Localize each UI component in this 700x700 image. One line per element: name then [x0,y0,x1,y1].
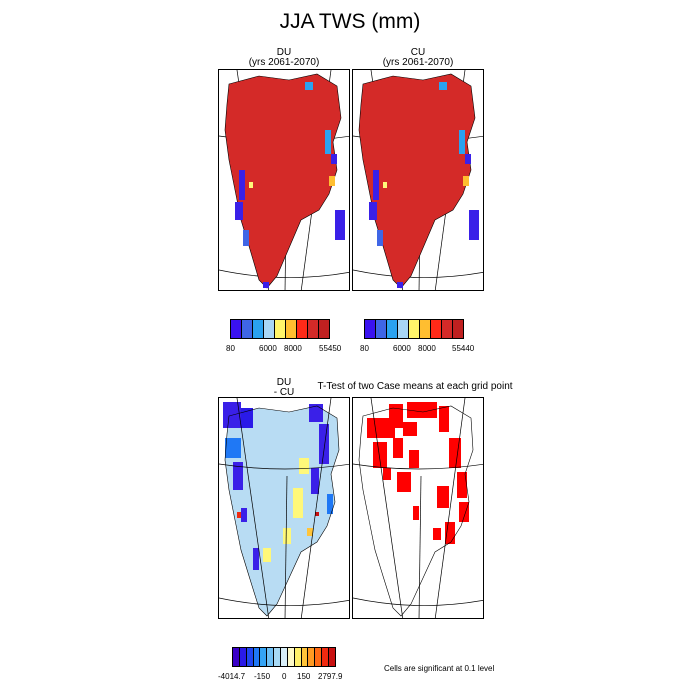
du-colorbar-swatch-7 [308,320,319,338]
du-colorbar [230,319,330,339]
diff-colorbar-swatch-4 [260,648,268,666]
cu-map-panel [352,69,484,291]
ttest-map [353,398,483,618]
cu-colorbar-swatch-6 [431,320,442,338]
cu-label-1: 6000 [393,344,411,353]
cu-colorbar-swatch-7 [442,320,453,338]
ttest-map-panel [352,397,484,619]
diff-label-4: 2797.9 [318,672,343,681]
cu-colorbar-swatch-5 [420,320,431,338]
diff-colorbar-swatch-9 [294,648,302,666]
cu-colorbar-swatch-1 [376,320,387,338]
diff-colorbar [232,647,336,667]
du-colorbar-swatch-8 [319,320,329,338]
diff-colorbar-swatch-7 [281,648,288,666]
significance-note: Cells are significant at 0.1 level [384,664,495,673]
diff-colorbar-swatch-8 [287,648,295,666]
du-colorbar-swatch-0 [231,320,242,338]
cu-colorbar-swatch-2 [387,320,398,338]
diff-colorbar-swatch-6 [274,648,282,666]
diff-label-0: -4014.7 [218,672,246,681]
du-colorbar-swatch-4 [275,320,286,338]
cu-colorbar-swatch-0 [365,320,376,338]
cu-label-2: 8000 [418,344,436,353]
diff-title-line2: - CU [273,387,295,398]
figure-title: JJA TWS (mm) [279,10,421,33]
du-label-3: 55450 [319,344,342,353]
diff-cells [223,402,333,570]
du-colorbar-swatch-6 [297,320,308,338]
cu-title-line1: CU [410,47,426,58]
cu-panel-title: CU (yrs 2061-2070) [352,48,484,68]
cu-colorbar-swatch-4 [409,320,420,338]
du-colorbar-swatch-5 [286,320,297,338]
diff-colorbar-swatch-10 [301,648,309,666]
du-label-1: 6000 [259,344,277,353]
du-title-line2: (yrs 2061-2070) [248,57,320,68]
cu-colorbar-swatch-3 [398,320,409,338]
diff-map-panel [218,397,350,619]
du-panel-title: DU (yrs 2061-2070) [218,48,350,68]
cu-colorbar [364,319,464,339]
diff-colorbar-swatch-3 [253,648,261,666]
diff-colorbar-swatch-11 [308,648,316,666]
diff-label-2: 0 [282,672,287,681]
du-colorbar-swatch-1 [242,320,253,338]
cu-label-3: 55440 [452,344,475,353]
significant-cells [367,402,469,544]
diff-label-3: 150 [297,672,311,681]
du-colorbar-swatch-2 [253,320,264,338]
ttest-panel-title: T-Test of two Case means at each grid po… [317,381,513,392]
diff-colorbar-swatch-0 [233,648,240,666]
du-map-panel [218,69,350,291]
du-label-2: 8000 [284,344,302,353]
cu-title-line2: (yrs 2061-2070) [382,57,454,68]
cu-label-0: 80 [360,344,369,353]
du-title-line1: DU [276,47,292,58]
cu-coastal-cells [369,82,479,288]
du-coastal-cells [235,82,345,288]
cu-map [353,70,483,290]
diff-label-1: -150 [254,672,271,681]
du-label-0: 80 [226,344,235,353]
du-map [219,70,349,290]
diff-panel-title: DU - CU [218,378,350,398]
diff-colorbar-swatch-14 [329,648,335,666]
cu-colorbar-swatch-8 [453,320,463,338]
diff-title-line1: DU [276,377,292,388]
diff-colorbar-swatch-12 [315,648,323,666]
diff-colorbar-swatch-2 [246,648,254,666]
diff-colorbar-swatch-5 [267,648,275,666]
diff-colorbar-swatch-13 [322,648,330,666]
diff-colorbar-swatch-1 [239,648,247,666]
diff-map [219,398,349,618]
du-colorbar-swatch-3 [264,320,275,338]
